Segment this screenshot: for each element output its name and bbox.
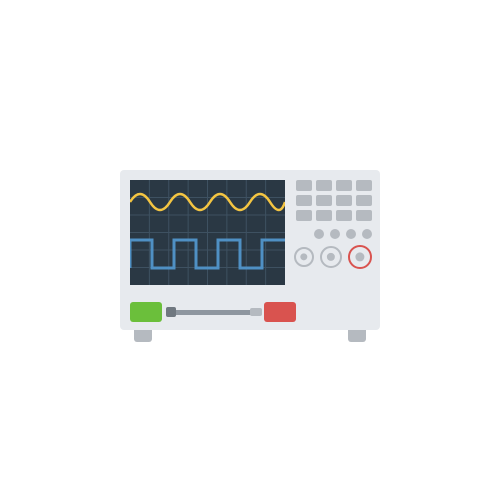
oscilloscope bbox=[120, 170, 380, 330]
small-knob[interactable] bbox=[314, 229, 324, 239]
panel-button[interactable] bbox=[296, 210, 312, 221]
panel-button[interactable] bbox=[296, 180, 312, 191]
foot-left bbox=[134, 330, 152, 342]
small-knob[interactable] bbox=[362, 229, 372, 239]
panel-button[interactable] bbox=[356, 210, 372, 221]
panel-button[interactable] bbox=[316, 180, 332, 191]
dial-1[interactable] bbox=[294, 247, 314, 267]
input-pad-green[interactable] bbox=[130, 302, 162, 322]
panel-button[interactable] bbox=[356, 180, 372, 191]
dial-2[interactable] bbox=[320, 246, 342, 268]
panel-button[interactable] bbox=[356, 195, 372, 206]
panel-button[interactable] bbox=[336, 210, 352, 221]
input-pad-red[interactable] bbox=[264, 302, 296, 322]
panel-button[interactable] bbox=[296, 195, 312, 206]
screen-svg bbox=[130, 180, 285, 285]
panel-button[interactable] bbox=[316, 195, 332, 206]
small-knob[interactable] bbox=[330, 229, 340, 239]
panel-button[interactable] bbox=[316, 210, 332, 221]
control-panel bbox=[292, 180, 372, 269]
device-body bbox=[120, 170, 380, 330]
dial-row bbox=[292, 245, 372, 269]
foot-right bbox=[348, 330, 366, 342]
oscilloscope-screen bbox=[130, 180, 285, 285]
panel-button[interactable] bbox=[336, 180, 352, 191]
button-grid bbox=[296, 180, 372, 221]
bottom-row bbox=[130, 302, 296, 322]
panel-button[interactable] bbox=[336, 195, 352, 206]
knob-row bbox=[292, 229, 372, 239]
small-knob[interactable] bbox=[346, 229, 356, 239]
probe-jack[interactable] bbox=[168, 310, 258, 315]
dial-3[interactable] bbox=[348, 245, 372, 269]
